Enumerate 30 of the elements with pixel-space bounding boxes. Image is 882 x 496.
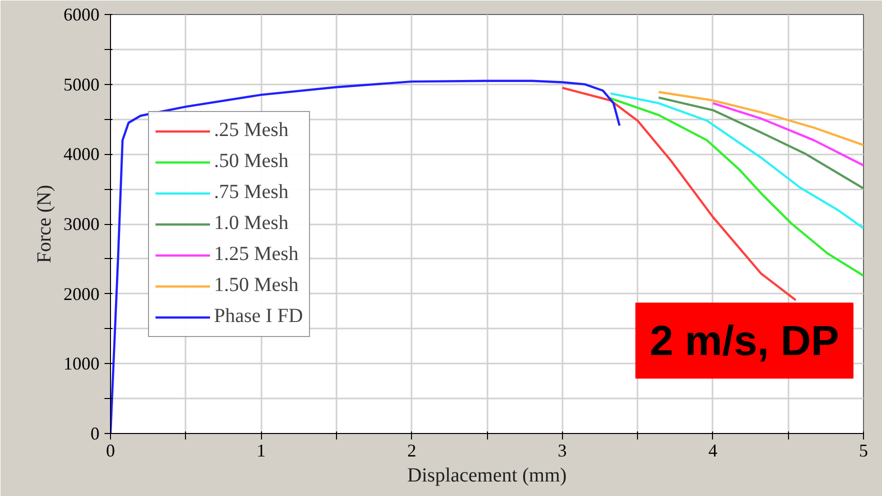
annotation: 2 m/s, DP [650, 317, 839, 364]
line-series [609, 97, 864, 277]
line-series [110, 80, 621, 434]
y-tick-label: 3000 [64, 214, 100, 234]
legend-label: 1.0 Mesh [214, 211, 288, 236]
line-series [658, 96, 864, 190]
x-axis-title: Displacement (mm) [407, 464, 567, 486]
legend-label: .75 Mesh [214, 180, 288, 205]
legend-label: .50 Mesh [214, 149, 288, 174]
y-axis-title: Force (N) [34, 184, 56, 264]
y-tick-label: 5000 [64, 74, 100, 94]
legend-label: 1.50 Mesh [214, 273, 298, 298]
line-series [609, 92, 864, 230]
x-tick-label: 3 [558, 440, 567, 460]
x-tick-label: 0 [106, 440, 115, 460]
y-tick-label: 0 [90, 424, 100, 444]
y-tick-label: 6000 [64, 4, 100, 24]
line-series [658, 90, 864, 146]
legend-label: Phase I FD [214, 304, 303, 329]
x-tick-label: 5 [859, 440, 868, 460]
line-series [561, 86, 797, 302]
x-tick-label: 2 [407, 440, 416, 460]
y-tick-label: 2000 [64, 284, 100, 304]
legend-label: 1.25 Mesh [214, 242, 298, 267]
legend-label: .25 Mesh [214, 118, 288, 143]
line-series [712, 102, 864, 166]
x-tick-label: 4 [708, 440, 718, 460]
y-tick-label: 1000 [64, 354, 100, 374]
x-tick-label: 1 [256, 440, 266, 460]
y-tick-label: 4000 [64, 144, 100, 164]
